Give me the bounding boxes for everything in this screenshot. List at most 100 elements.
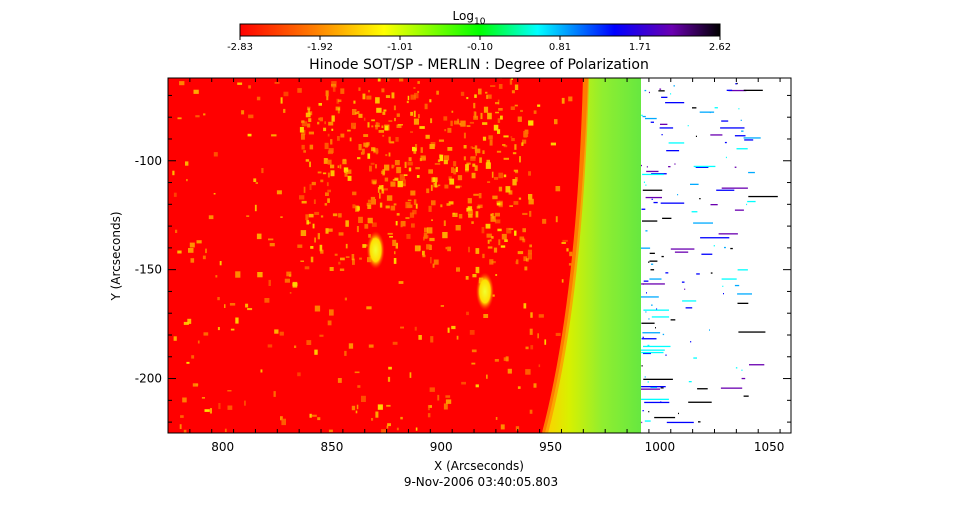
- mottle: [474, 145, 478, 152]
- mottle: [568, 96, 573, 102]
- mottle: [495, 102, 499, 105]
- mottle: [317, 121, 320, 125]
- mottle: [261, 168, 264, 174]
- mottle: [367, 204, 372, 209]
- mottle: [379, 202, 383, 208]
- mottle: [467, 198, 472, 204]
- noise-speck: [643, 378, 673, 380]
- noise-speck: [648, 91, 650, 94]
- mottle: [419, 126, 425, 129]
- mottle: [414, 245, 421, 252]
- mottle: [437, 184, 441, 187]
- mottle: [280, 216, 283, 218]
- mottle: [314, 349, 318, 355]
- mottle: [339, 164, 342, 169]
- mottle: [500, 245, 506, 248]
- mottle: [227, 405, 233, 410]
- mottle: [451, 110, 454, 113]
- mottle: [186, 361, 190, 364]
- mottle: [561, 242, 566, 244]
- mottle: [449, 178, 455, 185]
- mottle: [485, 91, 488, 94]
- mottle: [309, 413, 312, 418]
- mottle: [274, 81, 280, 84]
- mottle: [446, 203, 451, 206]
- mottle: [495, 111, 499, 114]
- mottle: [306, 220, 309, 225]
- mottle: [340, 133, 345, 138]
- y-tick-label: -100: [135, 154, 162, 168]
- mottle: [329, 267, 334, 271]
- mottle: [353, 100, 356, 104]
- limb-band: [545, 78, 641, 433]
- mottle: [437, 394, 440, 401]
- mottle: [471, 362, 476, 365]
- noise-speck: [743, 137, 761, 139]
- mottle: [415, 144, 418, 148]
- noise-speck: [740, 119, 742, 121]
- mottle: [323, 158, 328, 164]
- noise-speck: [743, 395, 749, 397]
- noise-speck: [650, 386, 658, 389]
- mottle: [368, 90, 370, 93]
- mottle: [517, 386, 521, 389]
- mottle: [366, 95, 372, 100]
- mottle: [195, 115, 200, 118]
- mottle: [445, 399, 452, 404]
- mottle: [328, 228, 333, 232]
- mottle: [349, 137, 352, 142]
- mottle: [344, 350, 347, 356]
- mottle: [376, 107, 382, 113]
- mottle: [440, 204, 443, 208]
- noise-speck: [645, 311, 647, 313]
- noise-speck: [721, 120, 729, 122]
- mottle: [385, 154, 388, 157]
- mottle: [359, 257, 362, 260]
- noise-speck: [651, 198, 653, 200]
- mottle: [352, 258, 355, 265]
- mottle: [373, 147, 376, 153]
- mottle: [445, 395, 451, 398]
- mottle: [344, 297, 347, 301]
- mottle: [414, 326, 417, 331]
- mottle: [393, 203, 397, 206]
- noise-speck: [710, 272, 713, 274]
- mottle: [482, 122, 488, 125]
- mottle: [455, 225, 461, 231]
- mottle: [248, 85, 251, 89]
- mottle: [568, 263, 572, 266]
- mottle: [362, 244, 367, 248]
- mottle: [269, 243, 275, 247]
- mottle: [378, 130, 384, 133]
- mottle: [511, 90, 515, 94]
- mottle: [566, 248, 569, 252]
- mottle: [474, 94, 477, 98]
- mottle: [388, 152, 391, 157]
- mottle: [327, 320, 332, 326]
- mottle: [495, 274, 498, 276]
- mottle: [347, 129, 351, 132]
- mottle: [528, 171, 531, 176]
- mottle: [409, 372, 412, 378]
- colorbar-tick-label: 0.81: [549, 42, 571, 53]
- mottle: [466, 162, 471, 165]
- mottle: [455, 166, 458, 173]
- bright-feature: [366, 231, 385, 270]
- mottle: [283, 91, 289, 97]
- mottle: [340, 88, 345, 94]
- mottle: [235, 317, 239, 324]
- mottle: [459, 123, 461, 126]
- mottle: [370, 199, 376, 205]
- noise-speck: [642, 336, 644, 338]
- mottle: [408, 157, 412, 162]
- mottle: [487, 181, 491, 183]
- noise-speck: [641, 388, 661, 390]
- off-limb-region: [641, 78, 791, 433]
- mottle: [406, 234, 411, 239]
- noise-speck: [678, 412, 679, 415]
- mottle: [197, 340, 200, 344]
- mottle: [332, 85, 336, 92]
- mottle: [472, 274, 477, 278]
- mottle: [300, 230, 307, 236]
- mottle: [364, 224, 369, 229]
